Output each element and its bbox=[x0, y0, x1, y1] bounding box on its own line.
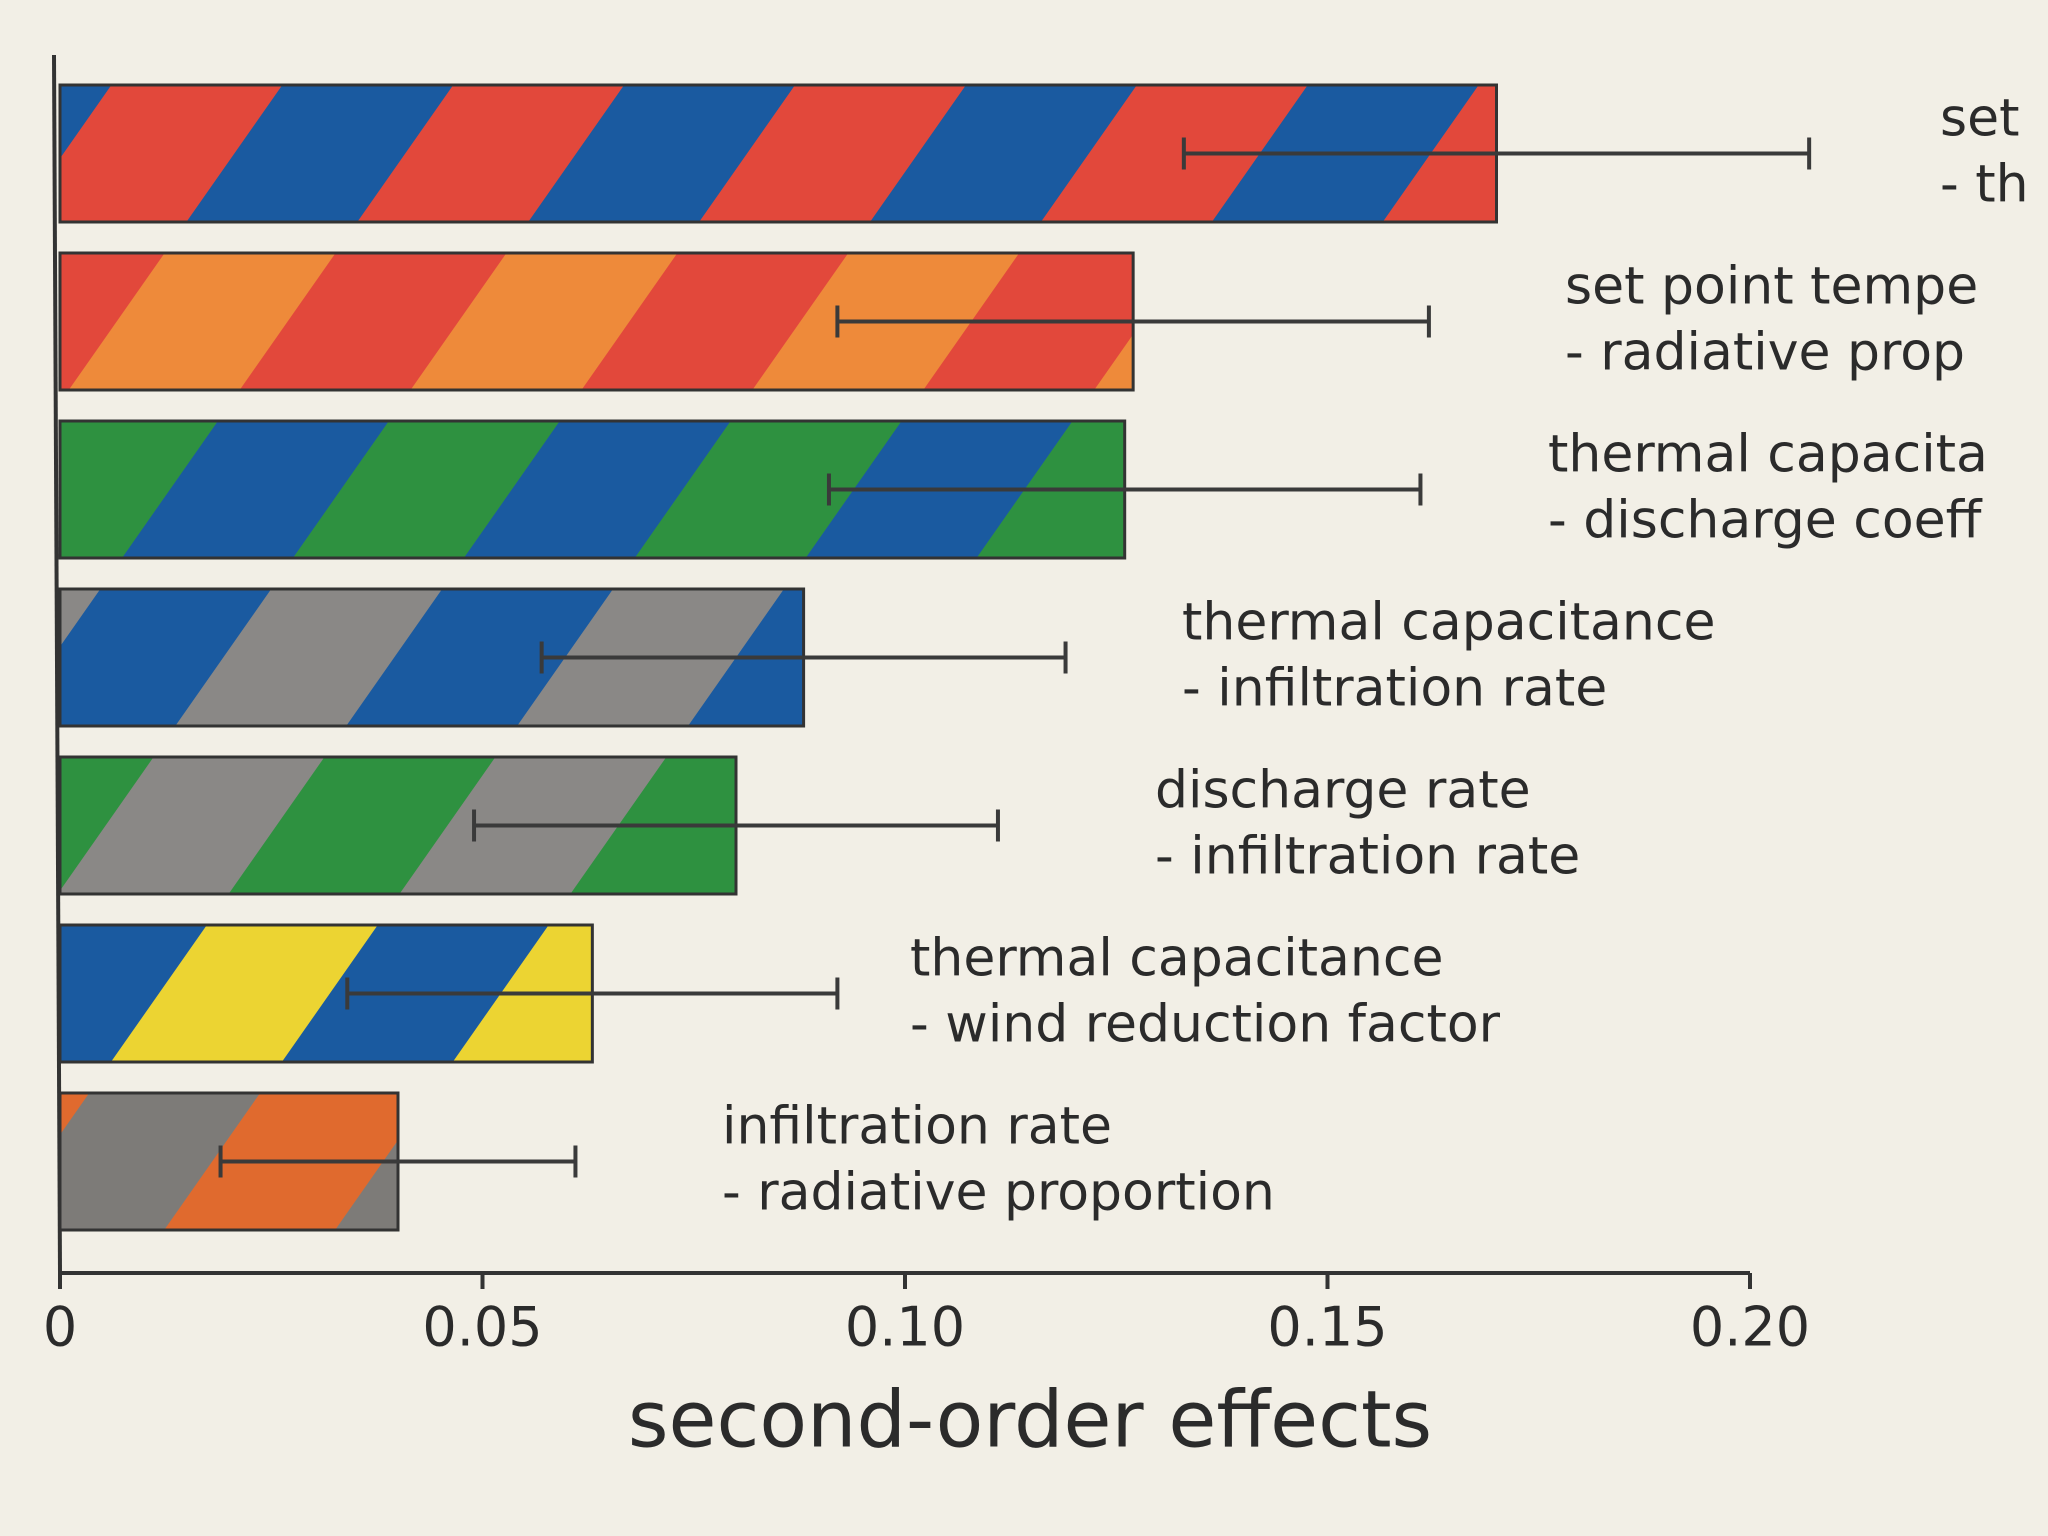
category-label: - infiltration rate bbox=[1155, 827, 1580, 887]
x-tick-label: 0.15 bbox=[1267, 1296, 1387, 1359]
category-label: infiltration rate bbox=[722, 1097, 1112, 1157]
category-label: - infiltration rate bbox=[1182, 659, 1607, 719]
category-label: - radiative proportion bbox=[722, 1163, 1275, 1223]
error-bar bbox=[472, 809, 1000, 842]
category-label: - radiative prop bbox=[1565, 323, 1965, 383]
x-tick-label: 0 bbox=[43, 1296, 77, 1359]
category-label: - th bbox=[1940, 155, 2029, 215]
category-label: thermal capacita bbox=[1548, 425, 1988, 485]
error-bar bbox=[539, 641, 1068, 674]
category-label: discharge rate bbox=[1155, 761, 1531, 821]
error-bar bbox=[826, 473, 1423, 506]
x-tick-label: 0.05 bbox=[422, 1296, 542, 1359]
error-bar bbox=[835, 305, 1431, 338]
x-tick-label: 0.10 bbox=[845, 1296, 965, 1359]
category-label: - wind reduction factor bbox=[910, 995, 1501, 1055]
error-bar bbox=[345, 977, 840, 1010]
error-bar bbox=[218, 1145, 578, 1178]
category-label: - discharge coeff bbox=[1548, 491, 1983, 551]
x-axis-label: second-order effects bbox=[628, 1375, 1432, 1465]
y-axis-line bbox=[52, 54, 62, 1274]
error-bar bbox=[1181, 137, 1812, 170]
category-label: set bbox=[1940, 89, 2019, 149]
category-label: thermal capacitance bbox=[1182, 593, 1715, 653]
x-tick-label: 0.20 bbox=[1690, 1296, 1810, 1359]
category-label: set point tempe bbox=[1565, 257, 1978, 317]
category-label: thermal capacitance bbox=[910, 929, 1443, 989]
